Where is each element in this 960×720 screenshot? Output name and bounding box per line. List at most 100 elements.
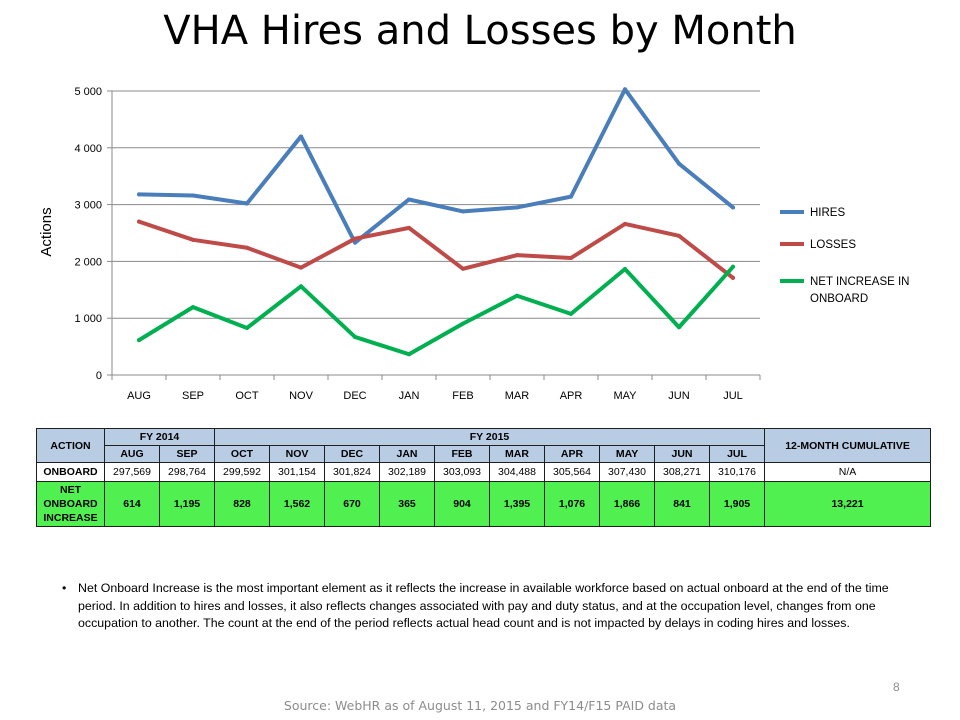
data-point bbox=[461, 321, 465, 326]
header-fy2015: FY 2015 bbox=[214, 428, 766, 446]
note-text: Net Onboard Increase is the most importa… bbox=[78, 581, 889, 630]
cumulative-cell: N/A bbox=[764, 462, 932, 482]
page-number: 8 bbox=[893, 680, 900, 694]
data-point bbox=[407, 225, 411, 230]
x-tick-label: AUG bbox=[127, 390, 151, 402]
data-point bbox=[569, 194, 573, 199]
x-tick-label: JAN bbox=[399, 390, 420, 402]
header-month: NOV bbox=[269, 445, 326, 463]
table-cell: 301,154 bbox=[269, 462, 326, 482]
header-cumulative: 12-MONTH CUMULATIVE bbox=[764, 428, 932, 463]
header-month: OCT bbox=[214, 445, 271, 463]
note-item: • Net Onboard Increase is the most impor… bbox=[62, 580, 904, 633]
header-month: JUL bbox=[709, 445, 766, 463]
table-cell: 304,488 bbox=[489, 462, 546, 482]
table-cell: 904 bbox=[434, 481, 491, 527]
data-point bbox=[515, 293, 519, 298]
data-point bbox=[137, 219, 141, 224]
data-point bbox=[731, 275, 735, 280]
table-row-onboard: ONBOARD 297,569 298,764 299,592 301,154 301,8… bbox=[36, 462, 932, 482]
header-month: MAY bbox=[599, 445, 656, 463]
y-tick-label: 2 000 bbox=[74, 256, 102, 268]
table-cell: 302,189 bbox=[379, 462, 436, 482]
data-point bbox=[461, 266, 465, 271]
series-line-losses bbox=[137, 219, 735, 280]
header-month: DEC bbox=[324, 445, 381, 463]
row-label: NET ONBOARD INCREASE bbox=[36, 481, 105, 527]
table-cell: 1,866 bbox=[599, 481, 656, 527]
x-tick-label: JUL bbox=[723, 390, 743, 402]
data-point bbox=[245, 325, 249, 330]
source-footer: Source: WebHR as of August 11, 2015 and … bbox=[283, 698, 677, 713]
data-point bbox=[137, 338, 141, 343]
data-point bbox=[569, 311, 573, 316]
header-month: AUG bbox=[104, 445, 160, 463]
table-cell: 298,764 bbox=[158, 462, 216, 482]
row-label: ONBOARD bbox=[36, 462, 105, 482]
data-point bbox=[191, 193, 195, 198]
y-tick-label: 3 000 bbox=[74, 200, 102, 212]
data-table: ACTION FY 2014 FY 2015 12-MONTH CUMULATI… bbox=[36, 428, 932, 527]
x-tick-label: MAY bbox=[613, 390, 637, 402]
x-tick-label: MAR bbox=[505, 390, 530, 402]
table-cell: 1,395 bbox=[489, 481, 546, 527]
table-cell: 365 bbox=[379, 481, 436, 527]
data-point bbox=[299, 134, 303, 139]
data-point bbox=[731, 205, 735, 210]
data-point bbox=[137, 192, 141, 197]
table-header-row-months: AUG SEP OCT NOV DEC JAN FEB MAR APR MAY JUN JUL bbox=[37, 445, 931, 463]
table-cell: 1,562 bbox=[269, 481, 326, 527]
series-line-hires bbox=[137, 87, 735, 245]
x-tick-label: SEP bbox=[182, 390, 204, 402]
table-cell: 297,569 bbox=[104, 462, 160, 482]
note-list: • Net Onboard Increase is the most impor… bbox=[62, 580, 904, 633]
data-point bbox=[623, 221, 627, 226]
header-month: APR bbox=[544, 445, 601, 463]
data-point bbox=[515, 253, 519, 258]
table-cell: 1,905 bbox=[709, 481, 766, 527]
header-month: JAN bbox=[379, 445, 436, 463]
data-point bbox=[245, 201, 249, 206]
data-point bbox=[407, 197, 411, 202]
bullet-icon: • bbox=[62, 581, 67, 595]
data-point bbox=[191, 305, 195, 310]
data-point bbox=[191, 237, 195, 242]
y-tick-label: 1 000 bbox=[74, 313, 102, 325]
legend-label: NET INCREASE IN ONBOARD bbox=[810, 276, 909, 305]
header-fy2014: FY 2014 bbox=[103, 428, 216, 446]
x-tick-label: JUN bbox=[668, 390, 689, 402]
table-cell: 305,564 bbox=[544, 462, 601, 482]
table-cell: 303,093 bbox=[434, 462, 491, 482]
table-cell: 670 bbox=[324, 481, 381, 527]
table-row-net-increase: NET ONBOARD INCREASE 614 1,195 828 1,562 670 3… bbox=[36, 481, 932, 527]
table-cell: 841 bbox=[654, 481, 711, 527]
data-point bbox=[677, 233, 681, 238]
table-cell: 1,076 bbox=[544, 481, 601, 527]
y-axis-label: Actions bbox=[38, 207, 55, 256]
header-month: FEB bbox=[434, 445, 491, 463]
x-tick-label: APR bbox=[560, 390, 583, 402]
legend-label: HIRES bbox=[810, 207, 845, 219]
data-point bbox=[353, 240, 357, 245]
y-tick-label: 5 000 bbox=[74, 86, 102, 98]
chart-legend: HIRES LOSSES NET INCREASE IN ONBOARD bbox=[780, 207, 909, 305]
series-line-net-increase-in-onboard bbox=[137, 264, 735, 357]
y-tick-label: 4 000 bbox=[74, 143, 102, 155]
slide-title: VHA Hires and Losses by Month bbox=[163, 8, 797, 54]
data-point bbox=[299, 284, 303, 289]
legend-label: LOSSES bbox=[810, 239, 856, 251]
data-point bbox=[677, 161, 681, 166]
table-cell: 301,824 bbox=[324, 462, 381, 482]
header-month: JUN bbox=[654, 445, 711, 463]
table-cell: 299,592 bbox=[214, 462, 271, 482]
data-point bbox=[677, 325, 681, 330]
y-tick-label: 0 bbox=[96, 370, 102, 382]
x-tick-label: DEC bbox=[343, 390, 366, 402]
x-tick-label: NOV bbox=[289, 390, 314, 402]
data-point bbox=[299, 265, 303, 270]
x-tick-label: OCT bbox=[235, 390, 259, 402]
data-point bbox=[461, 209, 465, 214]
data-point bbox=[407, 352, 411, 357]
header-month: MAR bbox=[489, 445, 546, 463]
data-point bbox=[623, 87, 627, 92]
